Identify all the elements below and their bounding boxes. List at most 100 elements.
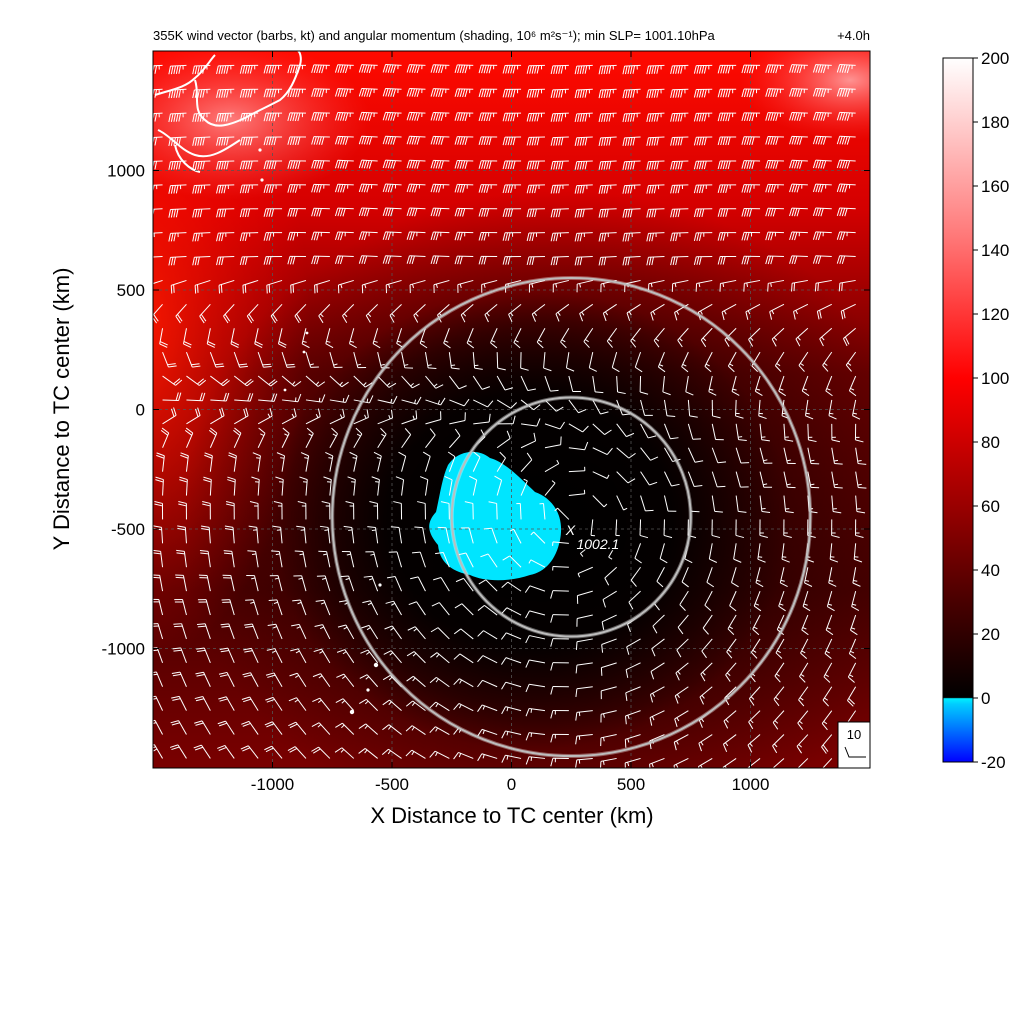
barb-shaft [246, 304, 259, 317]
barb-feathers [239, 256, 248, 265]
wind-barb [622, 184, 641, 194]
wind-barb [673, 734, 689, 751]
wind-barb [624, 710, 641, 725]
wind-barb [334, 207, 354, 217]
barb-shaft [162, 432, 170, 448]
barb-feathers [478, 208, 490, 217]
barb-feathers [184, 427, 194, 436]
barb-shaft [505, 657, 522, 664]
wind-barb [234, 407, 249, 425]
barb-feathers [431, 602, 440, 607]
wind-barb [406, 135, 426, 145]
wind-barb [153, 719, 164, 735]
barb-shaft [496, 438, 511, 449]
barb-shaft [433, 88, 450, 90]
barb-feathers [478, 136, 492, 146]
barb-shaft [649, 710, 665, 719]
barb-feathers [223, 314, 231, 324]
barb-feathers [433, 576, 442, 581]
barb-shaft [663, 399, 668, 416]
barb-shaft [318, 746, 331, 759]
barb-shaft [234, 399, 251, 402]
barb-feathers [798, 767, 799, 768]
wind-barb [579, 303, 594, 322]
barb-shaft [409, 183, 426, 186]
wind-barb [640, 447, 659, 461]
barb-shaft [361, 64, 378, 66]
wind-barb [294, 303, 307, 324]
wind-barb [501, 657, 522, 665]
wind-barb [544, 459, 560, 473]
barb-feathers [168, 137, 181, 147]
barb-shaft [625, 757, 641, 764]
barb-feathers [765, 136, 779, 145]
barb-shaft [831, 471, 836, 488]
barb-shaft [592, 471, 608, 479]
wind-barb [314, 279, 331, 294]
barb-shaft [218, 112, 235, 115]
barb-feathers [382, 724, 392, 731]
wind-barb [576, 614, 593, 627]
barb-feathers [582, 425, 589, 433]
barb-feathers [729, 605, 737, 612]
barb-feathers [793, 310, 798, 320]
barb-feathers [382, 112, 399, 121]
barb-feathers [358, 207, 370, 217]
wind-barb [194, 279, 211, 294]
barb-shaft [544, 423, 561, 430]
barb-shaft [711, 447, 719, 463]
wind-barb [287, 112, 306, 122]
barb-feathers [717, 184, 731, 193]
wind-barb [801, 614, 809, 636]
barb-feathers [218, 671, 229, 677]
barb-feathers [765, 255, 774, 265]
wind-barb [765, 64, 784, 74]
barb-feathers [340, 575, 350, 581]
barb-feathers [200, 525, 210, 531]
barb-feathers [199, 314, 207, 324]
barb-shaft [194, 160, 211, 163]
barb-feathers [502, 184, 516, 194]
barb-feathers [363, 575, 374, 581]
barb-shaft [266, 279, 283, 286]
barb-shaft [592, 423, 605, 435]
barb-feathers [520, 367, 529, 371]
barb-shaft [194, 88, 211, 91]
wind-barb [382, 111, 402, 121]
barb-shaft [639, 519, 642, 536]
wind-barb [401, 352, 414, 369]
barb-feathers [422, 451, 431, 457]
wind-barb [300, 452, 310, 472]
barb-feathers [177, 525, 186, 531]
wind-barb [502, 136, 522, 146]
wind-barb [239, 112, 259, 122]
barb-feathers [583, 339, 590, 348]
wind-barb [616, 495, 628, 511]
barb-shaft [337, 207, 354, 210]
barb-shaft [281, 455, 286, 472]
barb-feathers [627, 624, 631, 633]
barb-feathers [406, 255, 415, 265]
colorbar-tick-label: 160 [981, 177, 1009, 196]
barb-feathers [625, 692, 628, 702]
barb-feathers [242, 672, 252, 678]
wind-barb [592, 495, 608, 508]
barb-feathers [454, 64, 471, 74]
wind-barb [773, 686, 785, 707]
wind-barb [526, 232, 545, 242]
wind-barb [701, 638, 713, 659]
barb-feathers [406, 651, 417, 657]
barb-feathers [168, 233, 179, 242]
barb-feathers [175, 392, 182, 401]
barb-shaft [337, 183, 354, 186]
barb-shaft [318, 722, 331, 735]
barb-feathers [845, 362, 852, 372]
barb-feathers [477, 753, 485, 762]
barb-shaft [800, 638, 809, 654]
barb-feathers [574, 89, 590, 99]
barb-shaft [815, 87, 832, 90]
barb-feathers [222, 574, 232, 579]
wind-barb [555, 303, 570, 322]
barb-feathers [430, 255, 439, 265]
wind-barb [836, 231, 856, 241]
